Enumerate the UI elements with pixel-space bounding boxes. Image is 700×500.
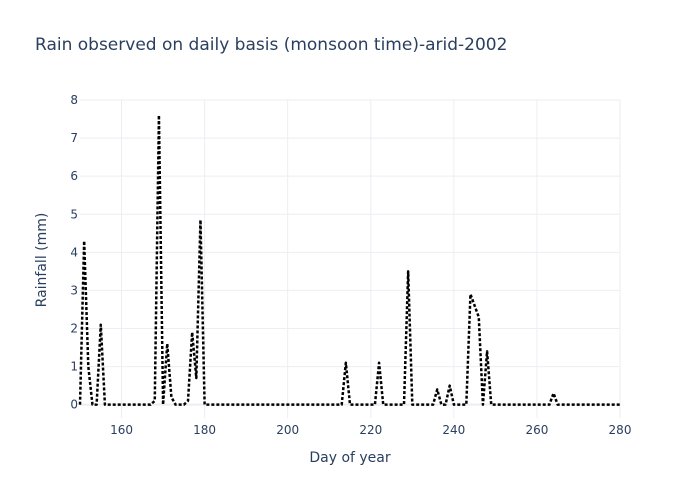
y-tick-label: 7 <box>70 131 78 145</box>
y-tick-label: 2 <box>70 322 78 336</box>
rainfall-series-line <box>78 113 620 406</box>
x-tick-label: 240 <box>442 423 465 437</box>
y-tick-labels: 0 1 2 3 4 5 6 7 8 <box>70 93 78 412</box>
y-tick-label: 6 <box>70 169 78 183</box>
y-tick-label: 8 <box>70 93 78 107</box>
x-tick-labels: 160 180 200 220 240 260 280 <box>110 423 631 437</box>
y-tick-label: 4 <box>70 245 78 259</box>
gridlines <box>80 99 621 418</box>
x-tick-label: 220 <box>359 423 382 437</box>
y-axis-label: Rainfall (mm) <box>34 213 50 308</box>
y-tick-label: 1 <box>70 360 78 374</box>
x-tick-label: 260 <box>525 423 548 437</box>
x-tick-label: 280 <box>609 423 632 437</box>
x-tick-label: 180 <box>193 423 216 437</box>
y-tick-label: 3 <box>70 283 78 297</box>
x-tick-label: 200 <box>276 423 299 437</box>
y-tick-label: 5 <box>70 207 78 221</box>
x-axis-label: Day of year <box>309 450 391 466</box>
series-layer <box>78 113 620 406</box>
x-tick-label: 160 <box>110 423 133 437</box>
y-tick-label: 0 <box>70 398 78 412</box>
chart-title: Rain observed on daily basis (monsoon ti… <box>35 35 507 55</box>
